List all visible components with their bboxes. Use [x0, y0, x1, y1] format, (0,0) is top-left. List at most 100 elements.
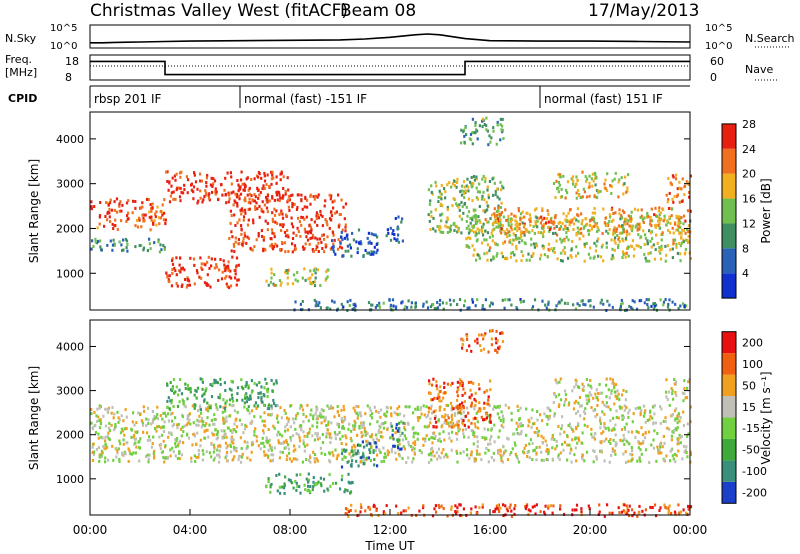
scatter-cell — [207, 406, 210, 409]
scatter-cell — [674, 417, 677, 421]
scatter-cell — [676, 421, 679, 425]
scatter-cell — [500, 459, 503, 463]
scatter-cell — [230, 388, 233, 392]
scatter-cell — [117, 421, 120, 424]
scatter-cell — [162, 411, 165, 415]
scatter-cell — [382, 426, 385, 430]
scatter-cell — [248, 411, 251, 415]
scatter-cell — [249, 246, 252, 250]
scatter-cell — [270, 445, 273, 449]
scatter-cell — [141, 213, 144, 217]
scatter-cell — [532, 422, 535, 426]
scatter-cell — [504, 232, 508, 236]
scatter-cell — [510, 514, 513, 518]
scatter-cell — [213, 381, 216, 385]
scatter-cell — [285, 439, 288, 443]
scatter-cell — [223, 263, 226, 267]
scatter-cell — [318, 301, 321, 305]
scatter-cell — [564, 226, 567, 230]
scatter-cell — [495, 210, 499, 213]
scatter-cell — [686, 209, 690, 213]
scatter-cell — [402, 509, 405, 513]
scatter-cell — [312, 268, 315, 272]
scatter-cell — [550, 221, 553, 225]
scatter-cell — [286, 428, 289, 432]
scatter-cell — [163, 411, 166, 415]
scatter-cell — [301, 307, 304, 311]
frequency-series — [90, 60, 690, 76]
scatter-cell — [129, 452, 132, 456]
y-tick-label: 1000 — [56, 267, 84, 280]
scatter-cell — [680, 241, 683, 245]
scatter-cell — [524, 507, 527, 511]
scatter-cell — [171, 387, 174, 390]
scatter-cell — [450, 439, 453, 443]
scatter-cell — [149, 247, 152, 251]
scatter-cell — [593, 217, 596, 221]
scatter-cell — [241, 452, 244, 456]
scatter-cell — [188, 279, 191, 283]
scatter-cell — [462, 211, 465, 215]
scatter-cell — [573, 453, 576, 457]
scatter-cell — [182, 401, 185, 405]
scatter-cell — [465, 244, 468, 248]
scatter-cell — [622, 239, 625, 243]
scatter-cell — [367, 251, 370, 255]
scatter-cell — [429, 228, 432, 231]
scatter-cell — [262, 403, 266, 407]
scatter-cell — [299, 473, 302, 477]
scatter-cell — [645, 259, 648, 263]
scatter-cell — [236, 221, 239, 225]
scatter-cell — [516, 229, 519, 233]
scatter-cell — [610, 238, 613, 242]
scatter-cell — [240, 423, 243, 426]
scatter-cell — [386, 453, 389, 457]
scatter-cell — [562, 249, 565, 252]
scatter-cell — [100, 453, 103, 457]
scatter-cell — [218, 449, 221, 453]
scatter-cell — [583, 259, 586, 263]
scatter-cell — [689, 405, 692, 409]
scatter-cell — [472, 131, 475, 135]
scatter-cell — [363, 457, 366, 461]
scatter-cell — [266, 210, 269, 214]
scatter-cell — [284, 446, 288, 450]
scatter-cell — [382, 446, 385, 450]
sky-noise-label: N.Sky — [5, 32, 37, 45]
scatter-cell — [195, 269, 199, 273]
scatter-cell — [455, 451, 459, 455]
scatter-cell — [200, 266, 203, 270]
scatter-cell — [666, 426, 669, 430]
scatter-cell — [559, 432, 562, 436]
scatter-cell — [231, 431, 234, 435]
scatter-cell — [92, 245, 95, 248]
scatter-cell — [403, 434, 406, 438]
scatter-cell — [677, 438, 680, 441]
scatter-cell — [370, 250, 373, 254]
scatter-cell — [615, 397, 618, 401]
scatter-cell — [269, 459, 272, 463]
scatter-cell — [291, 250, 294, 254]
scatter-cell — [573, 385, 576, 389]
scatter-cell — [664, 298, 667, 301]
scatter-cell — [454, 504, 457, 508]
scatter-cell — [438, 189, 441, 193]
scatter-cell — [351, 307, 354, 311]
scatter-cell — [448, 298, 452, 302]
scatter-cell — [397, 215, 400, 219]
scatter-cell — [428, 437, 431, 441]
scatter-cell — [637, 446, 640, 450]
search-noise-tick-bottom: 10^0 — [705, 41, 732, 52]
scatter-cell — [604, 178, 607, 182]
scatter-cell — [372, 449, 375, 453]
scatter-cell — [210, 455, 213, 459]
scatter-cell — [534, 224, 537, 228]
scatter-cell — [301, 460, 304, 464]
scatter-cell — [289, 425, 292, 429]
scatter-cell — [151, 202, 154, 206]
scatter-cell — [122, 438, 125, 442]
scatter-cell — [316, 213, 320, 217]
scatter-cell — [279, 211, 283, 215]
scatter-cell — [250, 421, 253, 425]
scatter-cell — [139, 437, 142, 441]
